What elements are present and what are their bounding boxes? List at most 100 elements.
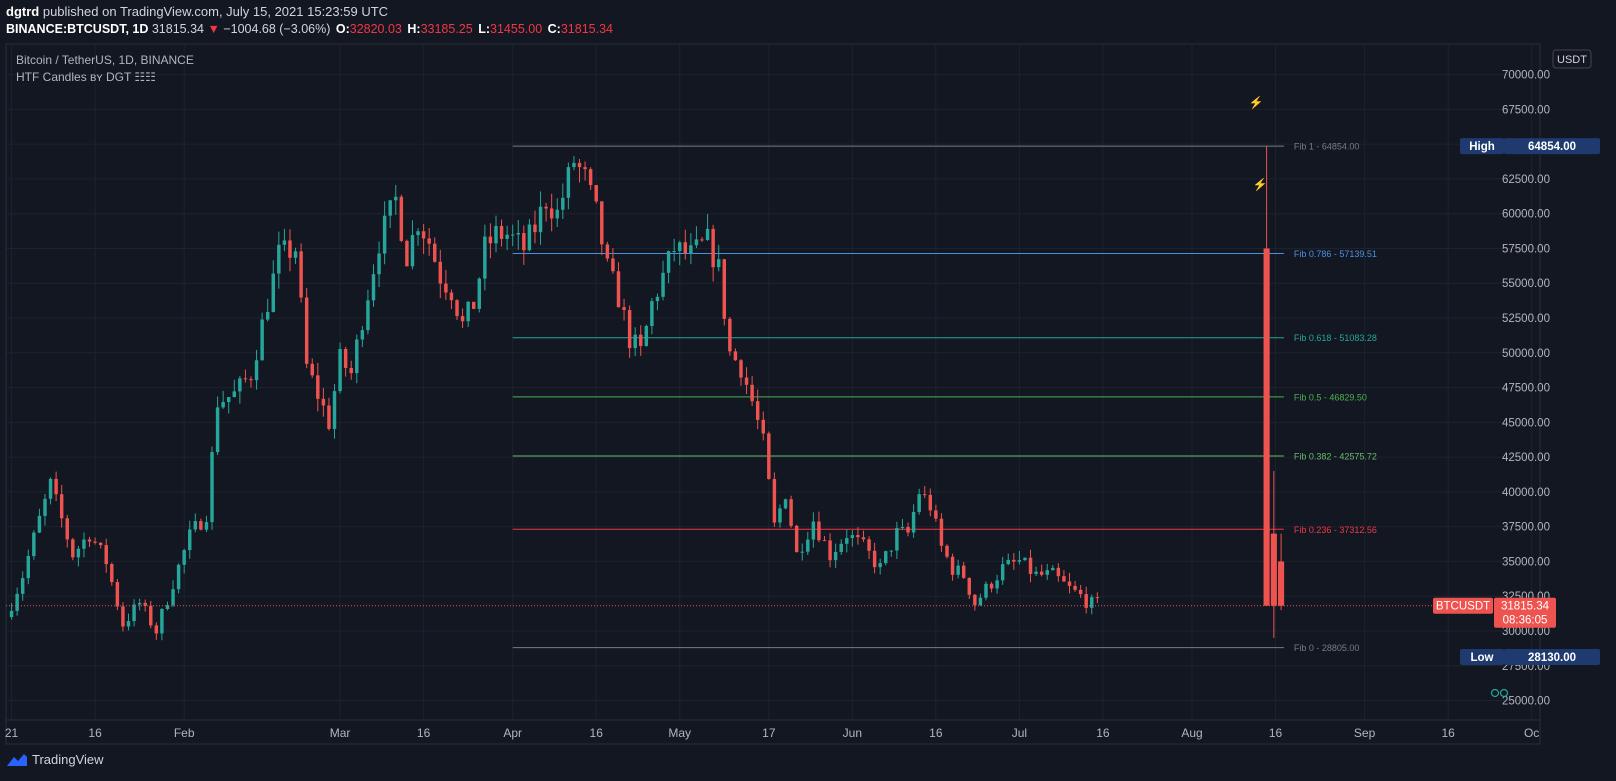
- candle-body: [1067, 581, 1072, 586]
- candle-body: [137, 602, 142, 605]
- candle-body: [82, 539, 86, 549]
- candle-body: [744, 377, 749, 385]
- candle-body: [772, 478, 777, 523]
- x-tick-label: 16: [1269, 726, 1283, 740]
- candle-body: [767, 433, 771, 479]
- x-tick-label: Aug: [1181, 726, 1202, 740]
- candle-body: [516, 233, 520, 235]
- candle-body: [466, 301, 470, 322]
- candle-body: [477, 278, 482, 309]
- badge-last-price: BTCUSDT 31815.34 08:36:05: [1433, 597, 1556, 628]
- candle-body: [483, 236, 487, 279]
- candle-body: [973, 594, 977, 606]
- publisher-name[interactable]: dgtrd: [6, 4, 40, 19]
- candle-body: [327, 405, 331, 429]
- candle-body: [755, 401, 760, 420]
- candle-body: [1051, 567, 1055, 571]
- last-countdown: 08:36:05: [1503, 615, 1548, 627]
- currency-badge[interactable]: USDT: [1552, 49, 1592, 69]
- fib-label: Fib 0.382 - 42575.72: [1294, 452, 1377, 462]
- candle-body: [93, 541, 97, 543]
- candle-body: [605, 244, 610, 259]
- candle-body: [833, 551, 838, 561]
- y-tick-label: 35000.00: [1502, 556, 1550, 568]
- candle-body: [282, 240, 287, 245]
- x-tick-label: 16: [1441, 726, 1455, 740]
- candle-body: [399, 196, 404, 241]
- fib-levels: Fib 1 - 64854.00 Fib 0.786 - 57139.51 Fib …: [512, 142, 1377, 653]
- htf-candles: [1263, 146, 1285, 638]
- x-tick-label: 16: [88, 726, 102, 740]
- candle-body: [126, 621, 131, 627]
- candle-body: [149, 605, 153, 626]
- tradingview-logo-icon[interactable]: [6, 753, 28, 767]
- compare-icon[interactable]: [1490, 688, 1509, 698]
- candle-body: [761, 419, 765, 434]
- fib-label: Fib 0.5 - 46829.50: [1294, 392, 1367, 402]
- candle-body: [154, 625, 159, 634]
- candle-body: [633, 334, 637, 349]
- candle-body: [171, 589, 175, 606]
- last-symbol-bg: [1433, 597, 1493, 614]
- close-value: 31815.34: [560, 22, 613, 36]
- candle-body: [193, 521, 198, 530]
- candle-body: [950, 556, 955, 575]
- low-value: 31455.00: [490, 22, 543, 36]
- candle-body: [872, 550, 877, 568]
- candle-body: [249, 379, 253, 381]
- candle-body: [806, 539, 810, 552]
- candle-body: [1023, 557, 1027, 561]
- candle-body: [421, 231, 426, 239]
- legend-indicator[interactable]: HTF Candles ʙʏ DGT ☷☷: [16, 70, 156, 84]
- candle-body: [672, 251, 676, 253]
- candle-body: [54, 478, 58, 495]
- candle-body: [382, 215, 387, 254]
- candle-body: [265, 311, 270, 320]
- last-value: 31815.34: [1501, 601, 1550, 613]
- candle-body: [471, 301, 476, 309]
- legend-title[interactable]: Bitcoin / TetherUS, 1D, BINANCE: [16, 53, 194, 67]
- htf-candle-body: [1270, 533, 1277, 606]
- candle-body: [1039, 571, 1044, 575]
- candle-body: [71, 539, 75, 558]
- candle-body: [182, 550, 186, 565]
- candle-body: [594, 185, 598, 202]
- candle-body: [232, 391, 237, 398]
- candle-body: [132, 604, 136, 622]
- candle-body: [115, 582, 120, 607]
- y-tick-label: 25000.00: [1502, 696, 1550, 708]
- candle-body: [1034, 571, 1038, 574]
- candle-body: [310, 363, 314, 376]
- candle-body: [733, 351, 738, 361]
- candle-body: [1012, 559, 1016, 562]
- time-axis[interactable]: 21 16 Feb Mar 16 Apr 16 May 17 Jun 16 Jul 16 Aug 16 Sep…: [5, 726, 1539, 740]
- candle-body: [995, 580, 999, 589]
- candle-body: [1056, 567, 1061, 577]
- candle-body: [460, 316, 465, 322]
- candle-body: [1090, 597, 1094, 608]
- candle-body: [1045, 570, 1049, 575]
- candle-body: [666, 251, 671, 273]
- candle-body: [104, 545, 108, 565]
- candle-body: [455, 300, 459, 317]
- candle-body: [939, 518, 944, 546]
- candle-body: [895, 527, 899, 551]
- x-tick-label: 17: [762, 726, 776, 740]
- last-symbol: BTCUSDT: [1436, 601, 1490, 613]
- footer-brand[interactable]: TradingView: [32, 752, 104, 767]
- candle-body: [215, 407, 220, 453]
- candle-body: [555, 209, 559, 219]
- candle-body: [923, 494, 927, 496]
- candle-body: [588, 169, 593, 186]
- publish-info: dgtrd published on TradingView.com, July…: [6, 4, 388, 19]
- candle-body: [694, 239, 699, 246]
- candle-body: [716, 259, 721, 268]
- candle-body: [867, 539, 871, 551]
- y-tick-label: 62500.00: [1502, 174, 1550, 186]
- candle-body: [188, 529, 192, 551]
- candle-body: [900, 527, 905, 529]
- candle-body: [388, 200, 392, 216]
- footer: TradingView: [6, 752, 104, 767]
- fib-label: Fib 0.618 - 51083.28: [1294, 333, 1377, 343]
